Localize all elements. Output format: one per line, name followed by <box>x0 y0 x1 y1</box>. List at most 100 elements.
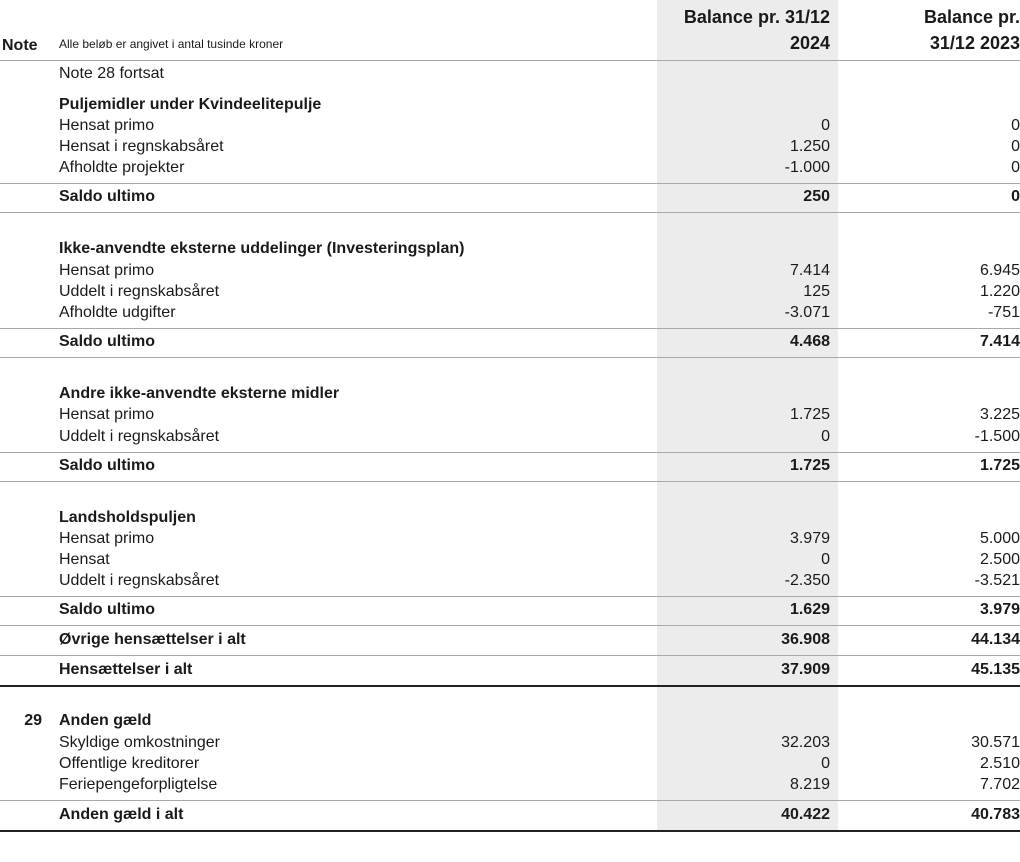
value-2024: 37.909 <box>781 661 830 678</box>
value-2023: 40.783 <box>971 806 1020 823</box>
value-2024: 125 <box>803 283 830 300</box>
row-label: Uddelt i regnskabsåret <box>59 428 220 445</box>
row-label: Anden gæld <box>59 712 152 729</box>
row-divider <box>0 183 1020 184</box>
row-label: Landsholdspuljen <box>59 509 196 526</box>
value-2024: 0 <box>821 117 830 134</box>
header-divider <box>0 60 1020 61</box>
row-label: Uddelt i regnskabsåret <box>59 572 220 589</box>
row-label: Saldo ultimo <box>59 188 155 205</box>
row-divider <box>0 625 1020 626</box>
value-2024: 32.203 <box>781 734 830 751</box>
table-row: Hensat i regnskabsåret 1.250 0 <box>0 136 1020 157</box>
table-row: 29 Anden gæld <box>0 710 1020 731</box>
value-2023: -751 <box>987 304 1020 321</box>
value-2023: 5.000 <box>979 530 1020 547</box>
current-year-column-shading <box>657 0 838 831</box>
table-row: Hensat primo 3.979 5.000 <box>0 528 1020 549</box>
note-number: 29 <box>24 712 42 729</box>
amount-unit-caption: Alle beløb er angivet i antal tusinde kr… <box>59 37 284 51</box>
value-2023: 44.134 <box>971 631 1020 648</box>
value-2023: 1.725 <box>979 457 1020 474</box>
row-divider <box>0 357 1020 358</box>
value-2023: 1.220 <box>979 283 1020 300</box>
table-row: Hensat primo 1.725 3.225 <box>0 404 1020 425</box>
table-row: Afholdte projekter -1.000 0 <box>0 157 1020 178</box>
table-row: Øvrige hensættelser i alt 36.908 44.134 <box>0 629 1020 650</box>
row-label: Offentlige kreditorer <box>59 755 200 772</box>
row-label: Hensat primo <box>59 406 155 423</box>
value-2024: 0 <box>821 551 830 568</box>
row-label: Øvrige hensættelser i alt <box>59 631 246 648</box>
note-column-header: Note <box>2 37 38 54</box>
value-2023: 0 <box>1011 138 1020 155</box>
row-label: Puljemidler under Kvindeelitepulje <box>59 96 322 113</box>
table-row: Hensat 0 2.500 <box>0 549 1020 570</box>
table-row: Andre ikke-anvendte eksterne midler <box>0 383 1020 404</box>
value-2024: -1.000 <box>784 159 830 176</box>
table-row: Saldo ultimo 1.725 1.725 <box>0 455 1020 476</box>
table-row: Hensættelser i alt 37.909 45.135 <box>0 659 1020 680</box>
table-row: Uddelt i regnskabsåret 125 1.220 <box>0 281 1020 302</box>
table-row: Saldo ultimo 4.468 7.414 <box>0 331 1020 352</box>
table-row: Puljemidler under Kvindeelitepulje <box>0 94 1020 115</box>
row-divider <box>0 452 1020 453</box>
value-2023: 3.225 <box>979 406 1020 423</box>
row-label: Ikke-anvendte eksterne uddelinger (Inves… <box>59 240 465 257</box>
table-row: Saldo ultimo 1.629 3.979 <box>0 599 1020 620</box>
value-2023: 7.414 <box>979 333 1020 350</box>
table-row: Hensat primo 0 0 <box>0 115 1020 136</box>
value-2024: -2.350 <box>784 572 830 589</box>
value-2023: 0 <box>1011 117 1020 134</box>
table-row: Feriepengeforpligtelse 8.219 7.702 <box>0 774 1020 795</box>
col-2024-header-line2: 2024 <box>789 33 830 53</box>
table-row: Hensat primo 7.414 6.945 <box>0 260 1020 281</box>
value-2024: 1.725 <box>789 457 830 474</box>
value-2023: 3.979 <box>979 601 1020 618</box>
table-row: Afholdte udgifter -3.071 -751 <box>0 302 1020 323</box>
value-2024: 36.908 <box>781 631 830 648</box>
value-2024: 8.219 <box>789 776 830 793</box>
row-label: Hensat primo <box>59 530 155 547</box>
value-2023: 6.945 <box>979 262 1020 279</box>
row-label: Hensat primo <box>59 117 155 134</box>
value-2023: 30.571 <box>971 734 1020 751</box>
row-label: Note 28 fortsat <box>59 65 164 82</box>
col-2023-header-line2: 31/12 2023 <box>929 33 1020 53</box>
row-label: Skyldige omkostninger <box>59 734 220 751</box>
table-row: Offentlige kreditorer 0 2.510 <box>0 753 1020 774</box>
value-2024: 250 <box>803 188 830 205</box>
value-2024: 4.468 <box>789 333 830 350</box>
value-2024: 3.979 <box>789 530 830 547</box>
row-divider <box>0 830 1020 832</box>
value-2024: 1.629 <box>789 601 830 618</box>
row-divider <box>0 596 1020 597</box>
value-2024: 40.422 <box>781 806 830 823</box>
table-row: Ikke-anvendte eksterne uddelinger (Inves… <box>0 238 1020 259</box>
value-2023: 45.135 <box>971 661 1020 678</box>
row-label: Uddelt i regnskabsåret <box>59 283 220 300</box>
row-label: Anden gæld i alt <box>59 806 184 823</box>
value-2023: 2.510 <box>979 755 1020 772</box>
value-2023: 2.500 <box>979 551 1020 568</box>
value-2024: 1.250 <box>789 138 830 155</box>
value-2024: 0 <box>821 755 830 772</box>
value-2023: 0 <box>1011 159 1020 176</box>
row-label: Saldo ultimo <box>59 457 155 474</box>
value-2023: 0 <box>1011 188 1020 205</box>
row-label: Hensat primo <box>59 262 155 279</box>
value-2024: -3.071 <box>784 304 830 321</box>
row-label: Saldo ultimo <box>59 601 155 618</box>
row-divider <box>0 685 1020 687</box>
table-row: Note 28 fortsat <box>0 63 1020 84</box>
table-row: Saldo ultimo 250 0 <box>0 186 1020 207</box>
row-divider <box>0 212 1020 213</box>
row-label: Saldo ultimo <box>59 333 155 350</box>
row-divider <box>0 655 1020 656</box>
row-label: Afholdte projekter <box>59 159 185 176</box>
row-label: Hensat <box>59 551 110 568</box>
row-divider <box>0 800 1020 801</box>
table-row: Landsholdspuljen <box>0 507 1020 528</box>
row-divider <box>0 328 1020 329</box>
table-row: Uddelt i regnskabsåret 0 -1.500 <box>0 426 1020 447</box>
